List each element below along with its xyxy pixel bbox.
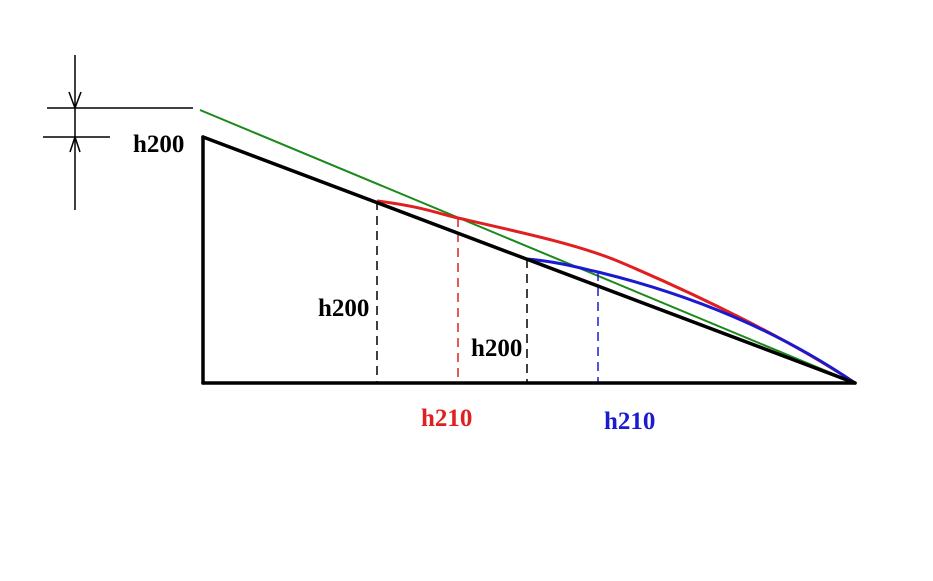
arrowhead bbox=[68, 91, 82, 111]
green-line bbox=[199, 109, 856, 384]
label: h200 bbox=[471, 335, 522, 362]
triangle bbox=[201, 135, 857, 385]
label: h200 bbox=[133, 131, 184, 158]
dimension-mark bbox=[43, 55, 193, 210]
arrowhead bbox=[69, 134, 81, 153]
blue-curve bbox=[526, 257, 856, 385]
triangle-hypotenuse bbox=[201, 135, 857, 385]
label: h200 bbox=[318, 295, 369, 322]
label: h210 bbox=[604, 408, 655, 435]
label: h210 bbox=[421, 405, 472, 432]
